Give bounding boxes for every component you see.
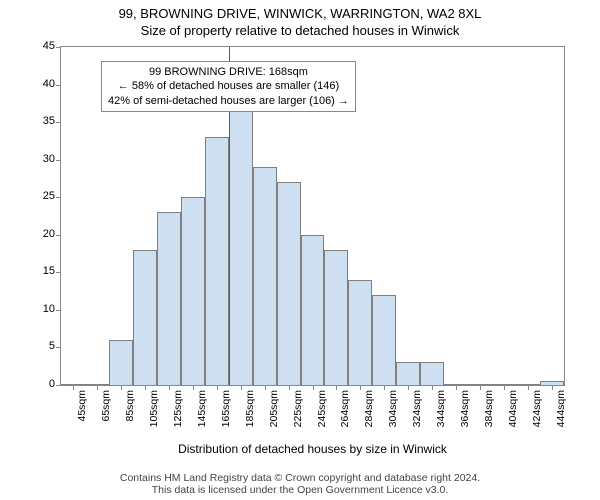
x-tick-mark (313, 385, 314, 390)
y-tick-label: 5 (15, 340, 55, 352)
x-tick-mark (432, 385, 433, 390)
x-tick-mark (121, 385, 122, 390)
x-tick-label: 284sqm (363, 390, 375, 450)
x-tick-mark (552, 385, 553, 390)
histogram-bar (324, 250, 348, 385)
x-tick-mark (528, 385, 529, 390)
x-tick-label: 65sqm (100, 390, 112, 450)
x-tick-mark (456, 385, 457, 390)
histogram-bar (396, 362, 420, 385)
x-tick-label: 404sqm (507, 390, 519, 450)
y-tick-mark (56, 235, 61, 236)
histogram-bar (277, 182, 301, 385)
x-tick-label: 45sqm (76, 390, 88, 450)
plot-region: 99 BROWNING DRIVE: 168sqm ← 58% of detac… (60, 46, 565, 386)
x-tick-mark (145, 385, 146, 390)
x-tick-label: 304sqm (387, 390, 399, 450)
histogram-bar (109, 340, 133, 385)
x-tick-label: 85sqm (124, 390, 136, 450)
y-tick-label: 15 (15, 265, 55, 277)
y-tick-label: 45 (15, 40, 55, 52)
histogram-bar (301, 235, 325, 385)
x-tick-mark (360, 385, 361, 390)
y-tick-mark (56, 197, 61, 198)
page-title: 99, BROWNING DRIVE, WINWICK, WARRINGTON,… (0, 6, 600, 21)
footer-line-1: Contains HM Land Registry data © Crown c… (120, 472, 480, 484)
x-tick-label: 424sqm (531, 390, 543, 450)
x-tick-mark (384, 385, 385, 390)
y-tick-label: 10 (15, 303, 55, 315)
x-tick-label: 364sqm (459, 390, 471, 450)
callout-line-1: 99 BROWNING DRIVE: 168sqm (108, 65, 349, 79)
histogram-bar (420, 362, 444, 385)
x-tick-mark (169, 385, 170, 390)
y-tick-mark (56, 85, 61, 86)
x-tick-mark (504, 385, 505, 390)
histogram-bar (229, 107, 253, 385)
histogram-bar (253, 167, 277, 385)
x-tick-mark (73, 385, 74, 390)
x-tick-mark (241, 385, 242, 390)
x-tick-mark (193, 385, 194, 390)
x-tick-mark (480, 385, 481, 390)
histogram-bar (181, 197, 205, 385)
page-subtitle: Size of property relative to detached ho… (0, 23, 600, 38)
y-tick-label: 25 (15, 190, 55, 202)
x-tick-mark (336, 385, 337, 390)
histogram-bar (133, 250, 157, 385)
x-tick-mark (217, 385, 218, 390)
y-tick-mark (56, 47, 61, 48)
x-tick-mark (265, 385, 266, 390)
x-tick-label: 185sqm (244, 390, 256, 450)
y-tick-mark (56, 310, 61, 311)
x-tick-label: 344sqm (435, 390, 447, 450)
x-tick-mark (97, 385, 98, 390)
x-tick-label: 125sqm (172, 390, 184, 450)
y-tick-mark (56, 122, 61, 123)
x-tick-label: 444sqm (555, 390, 567, 450)
callout-box: 99 BROWNING DRIVE: 168sqm ← 58% of detac… (101, 61, 356, 112)
y-tick-label: 35 (15, 115, 55, 127)
x-tick-mark (408, 385, 409, 390)
x-tick-label: 264sqm (339, 390, 351, 450)
x-tick-mark (289, 385, 290, 390)
y-tick-mark (56, 272, 61, 273)
x-tick-label: 205sqm (268, 390, 280, 450)
x-tick-label: 384sqm (483, 390, 495, 450)
histogram-bar (157, 212, 181, 385)
histogram-bar (372, 295, 396, 385)
callout-line-3: 42% of semi-detached houses are larger (… (108, 94, 349, 108)
y-tick-mark (56, 347, 61, 348)
y-tick-mark (56, 385, 61, 386)
histogram-bar (205, 137, 229, 385)
footer-line-2: This data is licensed under the Open Gov… (152, 484, 449, 496)
y-tick-label: 0 (15, 378, 55, 390)
y-tick-label: 20 (15, 228, 55, 240)
y-tick-label: 40 (15, 78, 55, 90)
callout-line-2: ← 58% of detached houses are smaller (14… (108, 79, 349, 93)
footer-attribution: Contains HM Land Registry data © Crown c… (0, 472, 600, 496)
x-tick-label: 245sqm (316, 390, 328, 450)
x-tick-label: 105sqm (148, 390, 160, 450)
y-tick-mark (56, 160, 61, 161)
chart-area: Number of detached properties 99 BROWNIN… (60, 46, 565, 426)
x-tick-label: 165sqm (220, 390, 232, 450)
y-tick-label: 30 (15, 153, 55, 165)
x-tick-label: 225sqm (292, 390, 304, 450)
histogram-bar (348, 280, 372, 385)
x-tick-label: 145sqm (196, 390, 208, 450)
x-tick-label: 324sqm (411, 390, 423, 450)
